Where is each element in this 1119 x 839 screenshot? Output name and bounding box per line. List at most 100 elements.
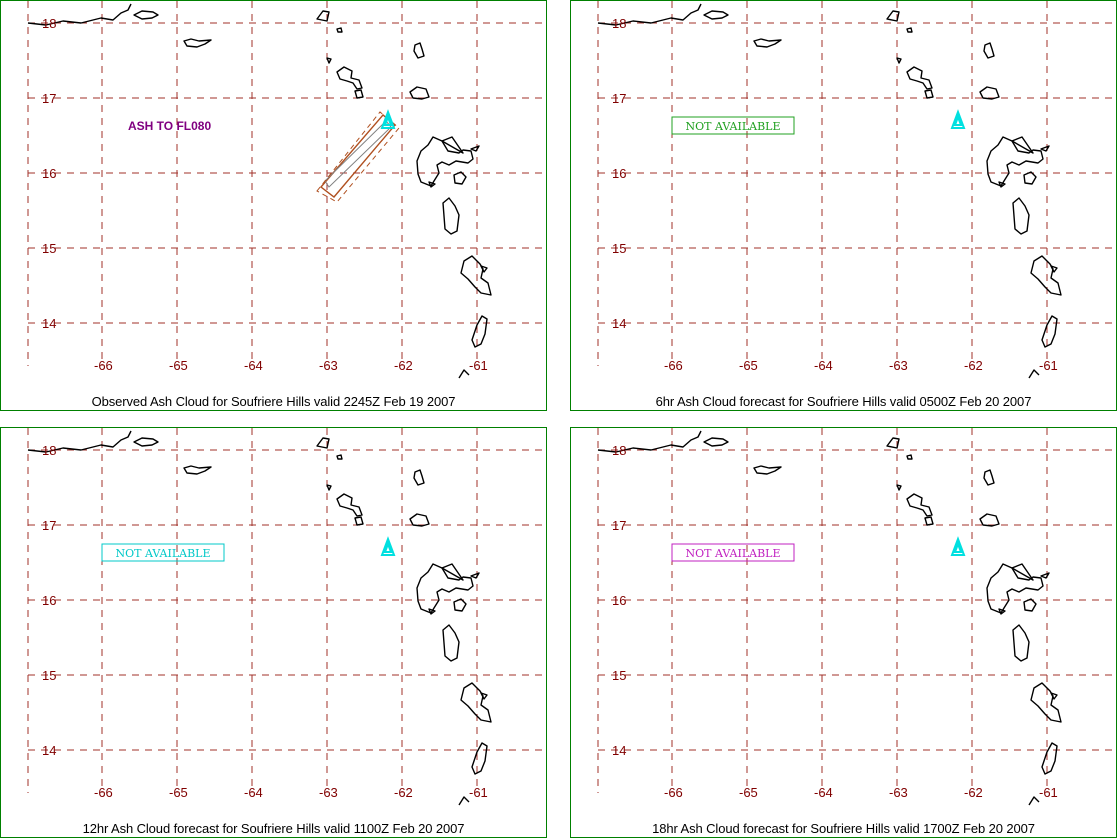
- volcano-triangle-icon: [380, 109, 396, 129]
- coastline: [597, 3, 702, 26]
- coastline: [906, 454, 913, 460]
- coastline: [1028, 369, 1040, 379]
- latitude-tick-label: 16: [42, 166, 56, 181]
- longitude-tick-label: -63: [889, 785, 908, 800]
- map-canvas: 18 17 16 15 14 -66 -65 -64 -63 -62 -61 NOT AVAILABL…: [27, 428, 548, 806]
- coastline: [1028, 796, 1040, 806]
- panel-caption: 18hr Ash Cloud forecast for Soufriere Hi…: [652, 821, 1035, 836]
- latitude-tick-label: 16: [612, 593, 626, 608]
- latitude-tick-label: 16: [612, 166, 626, 181]
- coastline: [906, 27, 913, 33]
- coastline: [1030, 255, 1062, 296]
- longitude-tick-label: -63: [889, 358, 908, 373]
- longitude-tick-label: -64: [814, 358, 833, 373]
- latitude-tick-label: 14: [42, 743, 56, 758]
- coastline: [428, 181, 436, 188]
- coastline: [998, 181, 1006, 188]
- coastline: [326, 484, 332, 491]
- volcano-triangle-icon: [950, 109, 966, 129]
- not-available-box: [101, 543, 225, 562]
- coastline: [1040, 145, 1050, 152]
- latitude-tick-label: 15: [612, 668, 626, 683]
- longitude-tick-label: -61: [469, 785, 488, 800]
- coastline: [896, 484, 902, 491]
- longitude-tick-label: -65: [169, 358, 188, 373]
- ash-height-label: ASH TO FL080: [128, 119, 211, 133]
- coastline: [896, 57, 902, 64]
- coastline: [354, 89, 364, 99]
- latitude-tick-label: 15: [42, 241, 56, 256]
- longitude-tick-label: -64: [244, 358, 263, 373]
- longitude-tick-label: -64: [244, 785, 263, 800]
- longitude-tick-label: -61: [469, 358, 488, 373]
- coastline: [336, 27, 343, 33]
- coastline: [886, 437, 900, 449]
- latitude-tick-label: 15: [612, 241, 626, 256]
- latitude-tick-label: 17: [42, 518, 56, 533]
- latitude-tick-label: 17: [42, 91, 56, 106]
- coastline: [458, 796, 470, 806]
- coastline: [886, 10, 900, 22]
- coastline: [1023, 171, 1037, 185]
- coastline: [1050, 692, 1058, 700]
- longitude-tick-label: -66: [94, 785, 113, 800]
- coastline: [983, 469, 995, 486]
- longitude-tick-label: -63: [319, 358, 338, 373]
- not-available-box: [671, 543, 795, 562]
- coastline: [597, 430, 702, 453]
- coastline: [409, 513, 430, 527]
- coastline: [183, 465, 212, 475]
- coastline: [428, 608, 436, 615]
- longitude-tick-label: -65: [739, 785, 758, 800]
- panel-caption: 6hr Ash Cloud forecast for Soufriere Hil…: [655, 394, 1032, 409]
- coastline: [1012, 197, 1030, 235]
- longitude-tick-label: -62: [394, 358, 413, 373]
- coastline: [753, 38, 782, 48]
- coastline: [460, 682, 492, 723]
- latitude-tick-label: 14: [612, 743, 626, 758]
- longitude-tick-label: -65: [739, 358, 758, 373]
- coastline: [1011, 563, 1034, 581]
- coastline: [703, 10, 729, 20]
- longitude-tick-label: -62: [964, 785, 983, 800]
- coastline: [1041, 315, 1058, 348]
- not-available-label: NOT AVAILABLE: [685, 120, 780, 133]
- coastline: [316, 437, 330, 449]
- coastline: [998, 608, 1006, 615]
- not-available-label: NOT AVAILABLE: [115, 547, 210, 560]
- latitude-tick-label: 15: [42, 668, 56, 683]
- longitude-tick-label: -63: [319, 785, 338, 800]
- coastline: [1040, 572, 1050, 579]
- coastline: [480, 265, 488, 273]
- longitude-tick-label: -66: [664, 785, 683, 800]
- coastline: [703, 437, 729, 447]
- coastline: [413, 469, 425, 486]
- latitude-tick-label: 18: [612, 16, 626, 31]
- longitude-tick-label: -62: [394, 785, 413, 800]
- coastline: [133, 437, 159, 447]
- ash-map-panel-6hr: 18 17 16 15 14 -66 -65 -64 -63 -62 -61 NOT AVAILABL…: [570, 0, 1118, 411]
- map-canvas: 18 17 16 15 14 -66 -65 -64 -63 -62 -61 NOT AVAILABL…: [597, 1, 1118, 379]
- latitude-tick-label: 18: [42, 443, 56, 458]
- coastline: [979, 513, 1000, 527]
- longitude-tick-label: -62: [964, 358, 983, 373]
- coastline: [453, 598, 467, 612]
- coastline: [336, 493, 363, 517]
- coastline: [460, 255, 492, 296]
- coastline: [1041, 742, 1058, 775]
- latitude-tick-label: 17: [612, 91, 626, 106]
- coastline: [27, 3, 132, 26]
- latitude-tick-label: 17: [612, 518, 626, 533]
- ash-map-panel-18hr: 18 17 16 15 14 -66 -65 -64 -63 -62 -61 NOT AVAILABL…: [570, 427, 1118, 838]
- coastline: [1012, 624, 1030, 662]
- volcano-triangle-icon: [950, 536, 966, 556]
- coastline: [336, 454, 343, 460]
- coastline: [27, 430, 132, 453]
- coastline: [183, 38, 212, 48]
- latitude-tick-label: 14: [612, 316, 626, 331]
- ash-cloud-outline: [316, 111, 400, 203]
- coastline: [480, 692, 488, 700]
- coastline: [441, 563, 464, 581]
- latitude-tick-label: 16: [42, 593, 56, 608]
- coastline: [1011, 136, 1034, 154]
